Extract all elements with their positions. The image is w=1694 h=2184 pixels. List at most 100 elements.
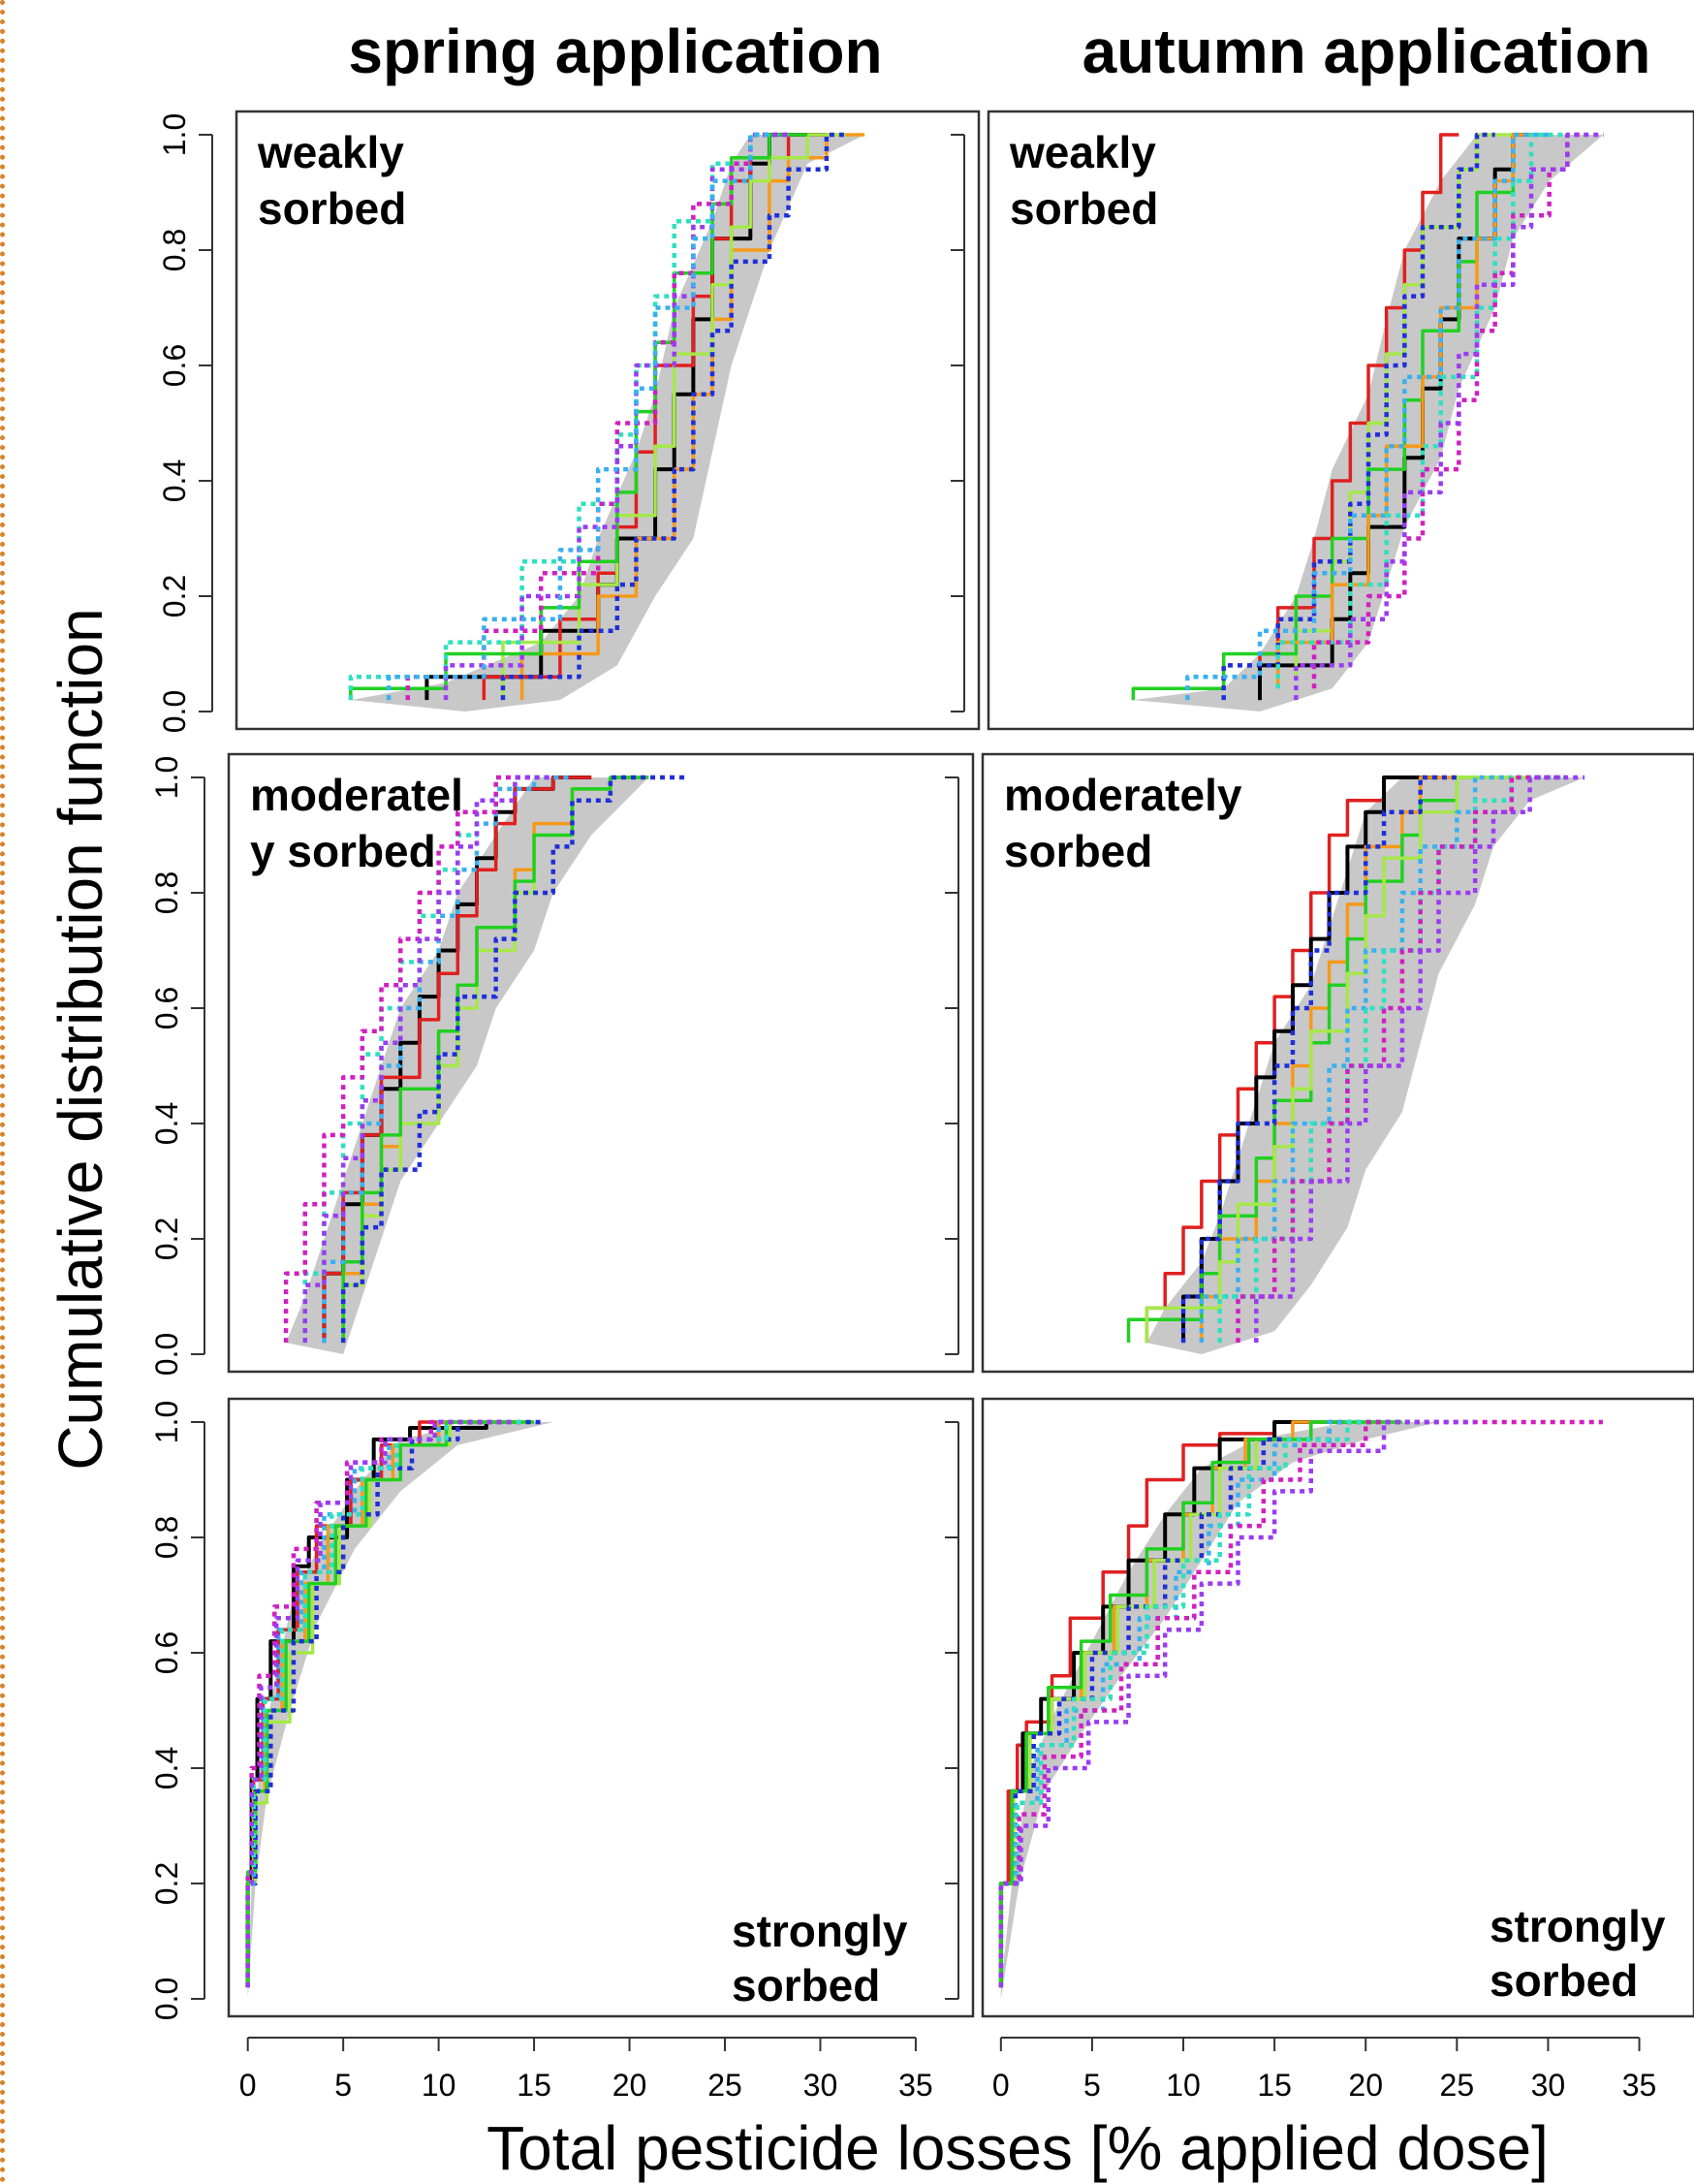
panel-plot-area [998, 1419, 1603, 1999]
panel-4: moderately sorbed [945, 752, 1694, 1374]
y-tick-label: 0.0 [149, 1333, 184, 1376]
panels-group: 0.0 0.2 0.4 0.6 0.8 1.0 weakly sorbed weakly sorb… [149, 110, 1694, 2103]
x-tick-label: 10 [422, 2068, 456, 2103]
panel-label-text: sorbed [258, 183, 406, 234]
x-tick-label: 20 [1348, 2068, 1383, 2103]
x-tick-label: 5 [1083, 2068, 1101, 2103]
x-tick-label: 15 [517, 2068, 551, 2103]
y-tick-label: 0.0 [157, 690, 192, 733]
panel-label-text: sorbed [1010, 183, 1158, 234]
panel-frame [987, 110, 1694, 731]
series-line-blue [340, 775, 687, 1344]
panel-plot-area [283, 775, 687, 1354]
series-line-cyan [1185, 132, 1550, 701]
panel-1: 0.0 0.2 0.4 0.6 0.8 1.0 weakly sorbed [157, 110, 981, 733]
panel-3: 0.0 0.2 0.4 0.6 0.8 1.0 moderatel y sorbed [149, 752, 975, 1376]
x-tick-label: 5 [334, 2068, 352, 2103]
panel-label-text: weakly [1009, 127, 1156, 177]
series-line-magenta [1311, 132, 1585, 689]
x-tick-label: 20 [612, 2068, 647, 2103]
y-axis-label: Cumulative distribution function [46, 608, 115, 1470]
series-line-blue [1180, 775, 1458, 1344]
series-line-purple [245, 1419, 516, 1988]
panel-frame [227, 1397, 975, 2018]
series-line-magenta [245, 1419, 506, 1988]
y-tick-label: 1.0 [149, 1401, 184, 1443]
x-tick-label: 35 [898, 2068, 933, 2103]
uncertainty-band [1000, 1422, 1439, 1999]
left-dotted-rule [0, 0, 5, 2184]
series-line-purple [1294, 132, 1604, 701]
x-tick-label: 10 [1166, 2068, 1201, 2103]
series-line-yellowgreen [1145, 775, 1530, 1344]
y-tick-label: 0.2 [157, 575, 192, 617]
uncertainty-band [350, 135, 865, 712]
x-tick-label: 30 [1531, 2068, 1566, 2103]
panel-label-text: moderatel [250, 770, 463, 820]
y-tick-label: 0.6 [149, 987, 184, 1029]
series-line-yellowgreen [501, 133, 846, 701]
panel-label-text: sorbed [1004, 826, 1152, 876]
panel-plot-area [348, 132, 865, 712]
panel-frame [235, 110, 981, 731]
series-line-blue [245, 1419, 544, 1988]
y-tick-label: 0.6 [149, 1631, 184, 1674]
series-line-red [322, 775, 592, 1344]
x-tick-label: 15 [1257, 2068, 1292, 2103]
y-tick-label: 0.2 [149, 1862, 184, 1905]
series-line-magenta [405, 132, 789, 701]
y-tick-label: 0.8 [149, 871, 184, 914]
y-tick-label: 0.4 [149, 1747, 184, 1789]
x-tick-label: 0 [992, 2068, 1010, 2103]
title-spring: spring application [348, 16, 882, 86]
panel-label-text: moderately [1004, 770, 1242, 820]
y-tick-label: 1.0 [149, 756, 184, 799]
panel-label-text: sorbed [732, 1960, 880, 2010]
series-line-yellowgreen [245, 1420, 535, 1988]
y-tick-label: 1.0 [157, 113, 192, 156]
panel-frame [981, 1397, 1694, 2018]
y-tick-label: 0.4 [157, 459, 192, 502]
series-line-purple [302, 775, 553, 1344]
x-tick-label: 25 [707, 2068, 742, 2103]
panel-label-text: y sorbed [250, 826, 436, 876]
x-tick-label: 30 [803, 2068, 838, 2103]
series-line-red [1145, 775, 1439, 1344]
panel-plot-area [1131, 132, 1604, 712]
panel-label-text: strongly [732, 1906, 908, 1956]
series-line-magenta [283, 775, 535, 1344]
panel-label-text: sorbed [1490, 1955, 1638, 2006]
series-line-turquoise [1275, 132, 1568, 689]
x-axis-label: Total pesticide losses [% applied dose] [486, 2113, 1549, 2183]
y-tick-label: 0.2 [149, 1218, 184, 1260]
series-line-blue [998, 1419, 1402, 1988]
panel-label-text: strongly [1490, 1901, 1666, 1951]
panel-2: weakly sorbed [951, 110, 1694, 731]
series-line-purple [443, 132, 789, 701]
panel-label-text: weakly [257, 127, 404, 177]
title-autumn: autumn application [1082, 16, 1651, 86]
series-line-cyan [386, 132, 769, 701]
y-tick-label: 0.8 [149, 1516, 184, 1559]
series-line-turquoise [348, 132, 789, 701]
y-tick-label: 0.6 [157, 344, 192, 387]
panel-plot-area [245, 1419, 553, 1999]
panel-5: 0.0 0.2 0.4 0.6 0.8 1.0 0 5 10 15 20 25 30 35 strongly… [149, 1397, 975, 2103]
y-tick-label: 0.8 [157, 229, 192, 271]
series-line-turquoise [998, 1419, 1439, 1988]
y-tick-label: 0.0 [149, 1978, 184, 2020]
series-line-green [341, 775, 649, 1344]
series-line-blue [1221, 132, 1495, 701]
series-line-green [1131, 133, 1531, 701]
x-tick-label: 0 [239, 2068, 257, 2103]
panel-plot-area [1126, 775, 1585, 1354]
uncertainty-band [286, 777, 649, 1354]
x-tick-label: 35 [1622, 2068, 1657, 2103]
panel-frame [981, 752, 1694, 1374]
panel-frame [227, 752, 975, 1374]
series-line-blue [500, 132, 846, 701]
y-tick-label: 0.4 [149, 1102, 184, 1145]
series-line-magenta [998, 1419, 1603, 1988]
